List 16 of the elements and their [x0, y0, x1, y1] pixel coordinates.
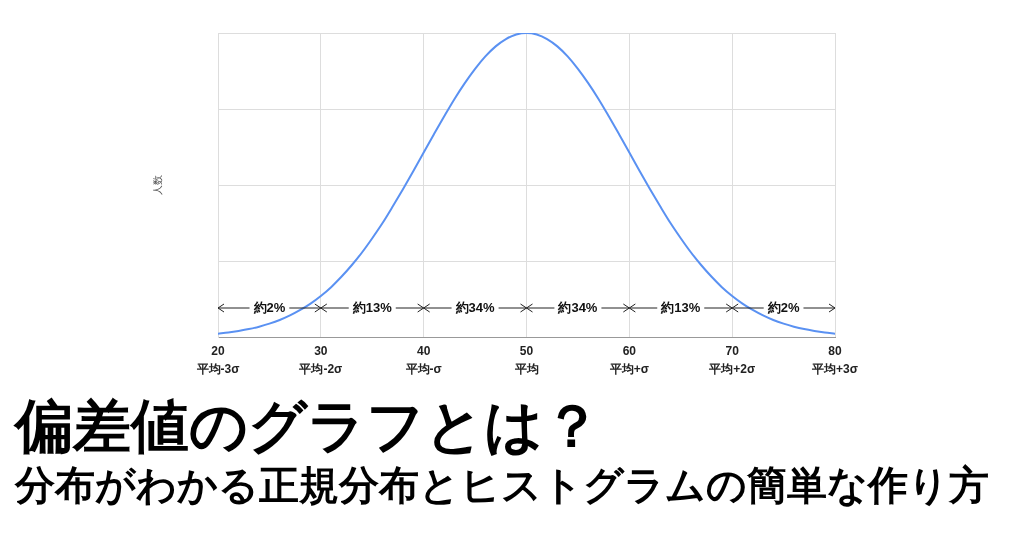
x-tick-label: 60 平均+σ	[608, 344, 649, 377]
annotation: 約34%	[557, 299, 598, 315]
text: 分布がわかる正規分布とヒストグラムの簡単な作り方	[15, 463, 989, 507]
annotation: 約34%	[454, 299, 496, 315]
y-axis-title: 人数	[151, 175, 163, 195]
x-tick-label: 80 平均+3σ	[811, 344, 858, 377]
x-tick-label: 20 平均-3σ	[195, 344, 240, 377]
annotation: 約2%	[766, 299, 800, 315]
annotation: 約13%	[351, 299, 393, 315]
x-tick-label: 40 平均-σ	[404, 344, 442, 377]
x-tick-label: 70 平均+2σ	[708, 344, 756, 377]
text: 偏差値のグラフとは？	[15, 393, 601, 458]
x-tick-label: 30 平均-2σ	[298, 344, 343, 377]
annotation: 約2%	[252, 299, 286, 315]
x-tick-label: 50 平均	[513, 344, 539, 377]
annotation: 約13%	[660, 299, 701, 315]
